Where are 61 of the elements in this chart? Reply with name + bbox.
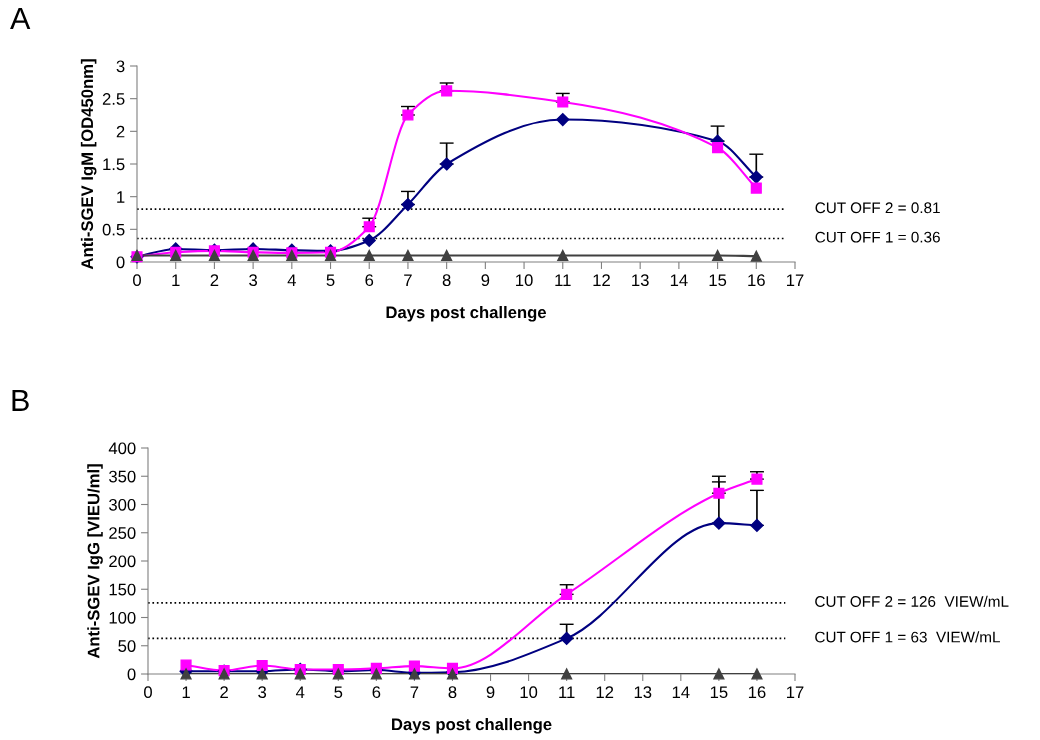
- x-tick-label: 8: [448, 686, 457, 699]
- ref-line-label: CUT OFF 2 = 126 VIEW/mL: [815, 595, 1009, 607]
- x-tick-label: 1: [172, 274, 180, 286]
- y-tick-label: 400: [108, 442, 136, 455]
- x-tick-label: 5: [326, 274, 335, 287]
- y-tick-label: 0.5: [102, 223, 125, 236]
- x-tick-label: 0: [144, 686, 152, 699]
- x-tick-label: 13: [632, 274, 649, 287]
- x-tick-label: 16: [748, 686, 766, 699]
- x-tick-label: 10: [520, 686, 538, 699]
- y-tick-label: 250: [109, 527, 136, 539]
- x-tick-label: 10: [516, 274, 533, 287]
- y-axis-title: Anti-SGEV IgG [VIEU/ml]: [87, 464, 103, 659]
- y-tick-label: 300: [109, 498, 136, 511]
- x-tick-label: 9: [486, 686, 495, 699]
- text: A: [10, 7, 31, 29]
- x-tick-label: 17: [787, 274, 804, 286]
- y-tick-label: 200: [109, 555, 136, 568]
- x-axis-title: Days post challenge: [392, 718, 552, 734]
- x-tick-label: 12: [596, 686, 614, 698]
- x-tick-label: 8: [442, 274, 451, 287]
- y-tick-label: 2.5: [102, 93, 125, 105]
- x-tick-label: 2: [220, 686, 228, 698]
- x-tick-label: 5: [334, 686, 343, 699]
- y-tick-label: 0: [127, 668, 136, 681]
- x-tick-label: 3: [258, 686, 267, 699]
- x-tick-label: 11: [559, 686, 575, 698]
- y-tick-label: 350: [109, 470, 136, 483]
- x-tick-label: 14: [670, 274, 688, 286]
- y-tick-label: 50: [118, 640, 136, 652]
- x-tick-label: 12: [593, 274, 610, 286]
- x-tick-label: 15: [709, 274, 727, 287]
- x-tick-label: 15: [710, 686, 728, 699]
- x-tick-label: 17: [787, 686, 804, 698]
- x-tick-label: 2: [210, 274, 219, 286]
- y-tick-label: 0: [116, 256, 125, 269]
- y-tick-label: 1: [117, 191, 125, 203]
- y-tick-label: 3: [116, 60, 125, 73]
- x-tick-label: 14: [672, 686, 690, 698]
- x-tick-label: 7: [410, 686, 419, 698]
- x-tick-label: 1: [182, 686, 190, 698]
- x-axis-title: Days post challenge: [386, 306, 547, 322]
- y-tick-label: 150: [109, 583, 136, 596]
- x-tick-label: 11: [555, 274, 571, 286]
- x-tick-label: 9: [481, 274, 490, 287]
- x-tick-label: 7: [404, 274, 412, 286]
- text: B: [12, 389, 29, 411]
- x-tick-label: 16: [748, 274, 765, 287]
- x-tick-label: 4: [287, 274, 296, 286]
- ref-line-label: CUT OFF 2 = 0.81: [815, 202, 940, 214]
- x-tick-label: 4: [295, 686, 305, 698]
- y-tick-label: 100: [109, 611, 136, 624]
- y-tick-label: 1.5: [103, 158, 125, 171]
- x-tick-label: 3: [249, 274, 258, 287]
- y-axis-title: Anti-SGEV IgM [OD450nm]: [80, 59, 97, 270]
- ref-line-label: CUT OFF 1 = 0.36: [815, 231, 940, 243]
- x-tick-label: 13: [634, 686, 652, 699]
- x-tick-label: 6: [365, 274, 374, 287]
- x-tick-label: 6: [372, 686, 381, 699]
- ref-line-label: CUT OFF 1 = 63 VIEW/mL: [815, 631, 1000, 643]
- y-tick-label: 2: [116, 125, 125, 138]
